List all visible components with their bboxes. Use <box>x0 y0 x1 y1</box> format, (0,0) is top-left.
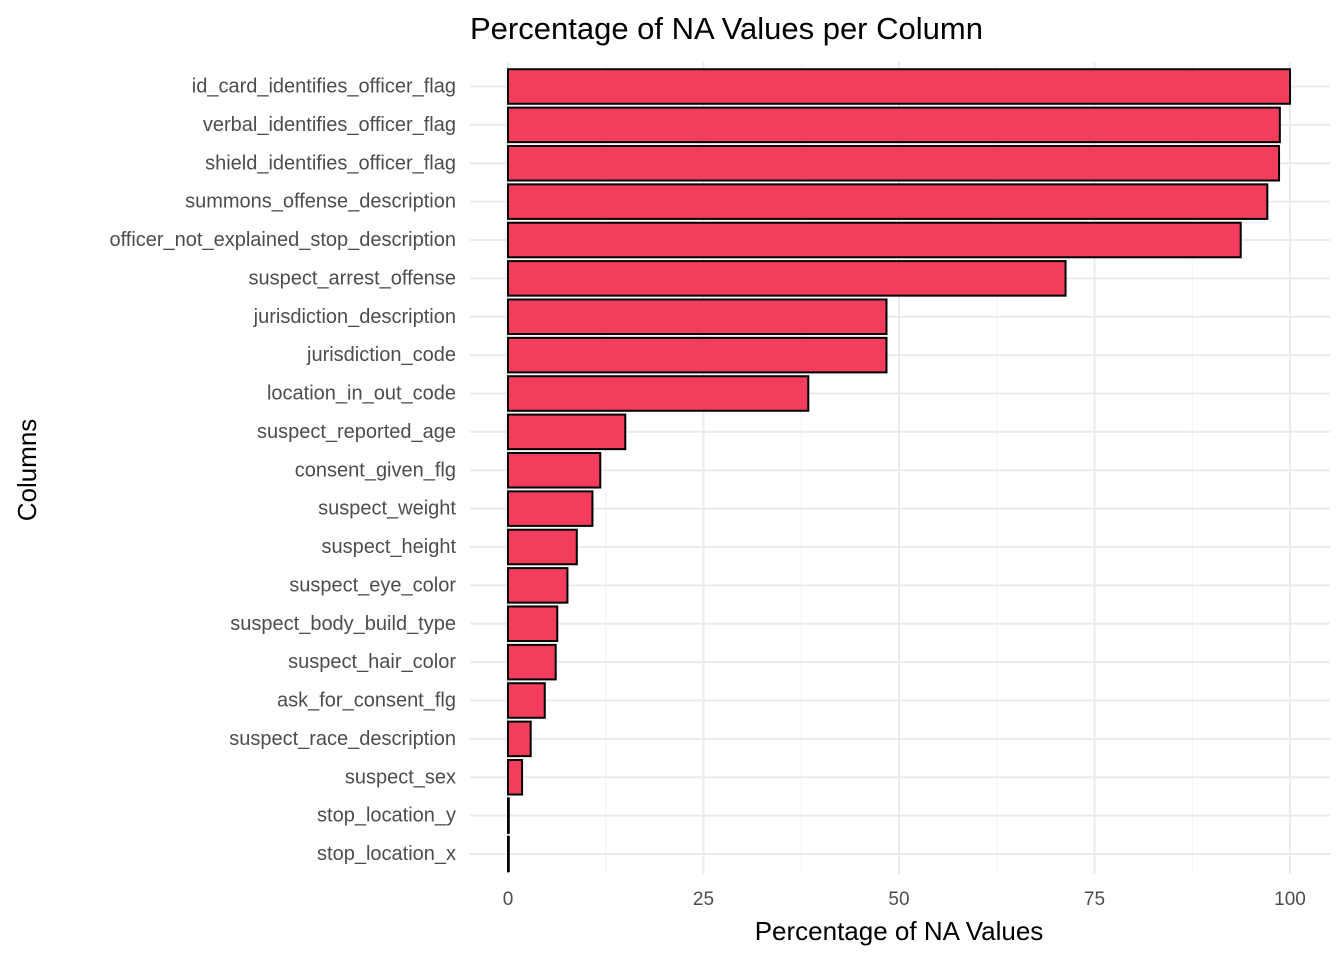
y-tick-label: suspect_weight <box>318 498 456 520</box>
bar <box>507 720 532 758</box>
bar <box>507 298 888 336</box>
y-tick-label: id_card_identifies_officer_flag <box>192 76 456 98</box>
y-tick-label: suspect_sex <box>345 766 456 788</box>
y-tick-label: officer_not_explained_stop_description <box>109 229 456 251</box>
chart-title: Percentage of NA Values per Column <box>470 11 983 46</box>
bar <box>507 490 594 527</box>
y-axis-ticks: id_card_identifies_officer_flag verbal_id… <box>109 76 456 866</box>
y-tick-label: suspect_hair_color <box>288 651 456 673</box>
bars <box>507 68 1291 873</box>
y-tick-label: stop_location_y <box>317 805 456 827</box>
y-tick-label: suspect_arrest_offense <box>248 267 456 289</box>
bar <box>507 758 524 796</box>
y-tick-label: ask_for_consent_flg <box>277 690 456 712</box>
y-tick-label: consent_given_flg <box>295 459 456 481</box>
y-tick-label: verbal_identifies_officer_flag <box>203 114 456 136</box>
y-tick-label: suspect_race_description <box>229 728 456 750</box>
x-tick-label: 25 <box>693 889 714 910</box>
x-axis-title: Percentage of NA Values <box>755 916 1044 946</box>
bar <box>507 567 569 604</box>
bar <box>507 336 888 374</box>
y-tick-label: suspect_body_build_type <box>230 613 456 635</box>
bar <box>507 605 559 643</box>
bar <box>507 682 546 719</box>
bar <box>507 643 557 681</box>
y-tick-label: suspect_height <box>321 536 456 558</box>
x-tick-label: 75 <box>1084 889 1105 910</box>
bar <box>507 375 810 412</box>
x-tick-label: 100 <box>1274 889 1306 910</box>
y-tick-label: location_in_out_code <box>267 383 456 405</box>
x-axis-ticks: 0 25 50 75 100 <box>503 889 1306 910</box>
bar <box>507 835 510 873</box>
bar <box>507 221 1242 259</box>
bar <box>507 144 1281 182</box>
y-tick-label: suspect_reported_age <box>257 421 456 443</box>
y-tick-label: suspect_eye_color <box>289 574 456 596</box>
y-tick-label: jurisdiction_code <box>306 344 456 366</box>
y-tick-label: summons_offense_description <box>185 191 456 213</box>
x-tick-label: 50 <box>888 889 909 910</box>
bar <box>507 106 1281 144</box>
bar <box>507 68 1291 105</box>
x-tick-label: 0 <box>503 889 514 910</box>
y-tick-label: stop_location_x <box>317 843 456 865</box>
bar <box>507 260 1067 297</box>
bar <box>507 413 627 451</box>
bar <box>507 183 1269 220</box>
y-tick-label: shield_identifies_officer_flag <box>205 152 456 174</box>
bar <box>507 451 602 489</box>
y-axis-title: Columns <box>12 419 42 522</box>
y-tick-label: jurisdiction_description <box>253 306 456 328</box>
bar <box>507 528 578 566</box>
bar <box>507 797 510 834</box>
